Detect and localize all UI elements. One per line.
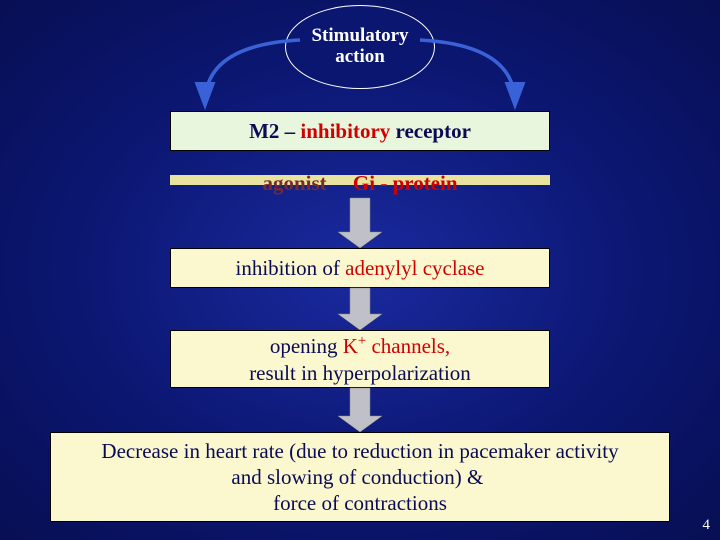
diagram-stage: Stimulatory actionM2 – inhibitory recept… bbox=[0, 0, 720, 540]
down-arrow-3 bbox=[0, 0, 720, 540]
page-number: 4 bbox=[703, 517, 711, 534]
